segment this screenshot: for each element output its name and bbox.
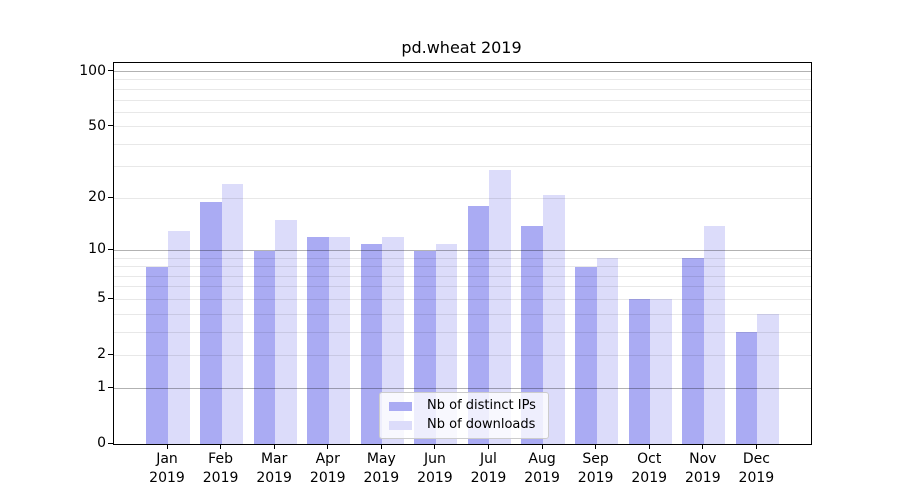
x-tick-label: Nov 2019: [684, 451, 721, 486]
y-tick-label: 2: [97, 346, 106, 363]
x-tick-label: Dec 2019: [738, 451, 775, 486]
bar-distinct-ips: [253, 250, 276, 444]
bar-distinct-ips: [575, 266, 597, 444]
x-tick-label: Jun 2019: [417, 451, 453, 486]
bar-distinct-ips: [628, 299, 651, 444]
x-tick-label: Oct 2019: [631, 451, 668, 486]
x-tick-mark: [220, 444, 222, 449]
x-tick-mark: [648, 444, 650, 449]
x-tick-label: May 2019: [363, 451, 400, 486]
gridline: [114, 88, 811, 90]
y-tick-mark: [108, 386, 113, 388]
bar-downloads: [596, 258, 619, 444]
legend-row-distinct-ips: Nb of distinct IPs: [389, 399, 536, 413]
gridline: [114, 143, 811, 145]
y-tick-mark: [108, 297, 113, 299]
y-tick-mark: [108, 353, 113, 355]
gridline: [114, 166, 811, 168]
legend-row-downloads: Nb of downloads: [389, 418, 536, 432]
gridline: [114, 197, 811, 199]
y-tick-label: 10: [88, 241, 106, 258]
y-tick-mark: [108, 442, 113, 444]
y-tick-mark: [108, 196, 113, 198]
legend: Nb of distinct IPs Nb of downloads: [379, 392, 549, 439]
bar-distinct-ips: [199, 202, 222, 444]
bar-downloads: [168, 231, 190, 444]
x-tick-mark: [755, 444, 757, 449]
bar-downloads: [650, 299, 672, 444]
x-tick-label: Sep 2019: [577, 451, 614, 486]
gridline: [114, 99, 811, 101]
x-tick-label: Aug 2019: [524, 451, 560, 486]
bar-downloads: [328, 237, 351, 444]
x-tick-mark: [434, 444, 436, 449]
bar-distinct-ips: [521, 225, 544, 444]
y-tick-mark: [108, 125, 113, 127]
x-tick-mark: [166, 444, 168, 449]
legend-label-distinct-ips: Nb of distinct IPs: [427, 398, 536, 413]
plot-area: Nb of distinct IPs Nb of downloads: [113, 62, 812, 445]
y-tick-mark: [108, 248, 113, 250]
x-tick-label: Jul 2019: [470, 451, 507, 486]
bar-downloads: [543, 194, 565, 444]
x-tick-mark: [487, 444, 489, 449]
x-tick-mark: [702, 444, 704, 449]
x-tick-mark: [541, 444, 543, 449]
bar-downloads: [489, 169, 512, 444]
x-tick-label: Jan 2019: [149, 451, 185, 486]
bar-distinct-ips: [735, 332, 758, 444]
bar-distinct-ips: [467, 206, 490, 444]
x-tick-label: Apr 2019: [309, 451, 346, 486]
bar-downloads: [757, 314, 779, 444]
bar-distinct-ips: [682, 258, 704, 444]
bar-distinct-ips: [146, 266, 168, 444]
y-tick-label: 1: [97, 379, 106, 396]
x-tick-mark: [595, 444, 597, 449]
y-tick-mark: [108, 70, 113, 72]
x-tick-mark: [327, 444, 329, 449]
y-tick-label: 20: [88, 189, 106, 206]
bar-downloads: [221, 184, 244, 444]
x-tick-label: Mar 2019: [256, 451, 292, 486]
bar-distinct-ips: [360, 243, 383, 444]
y-tick-label: 50: [88, 117, 106, 134]
legend-swatch-distinct-ips: [389, 401, 412, 411]
y-tick-label: 100: [79, 62, 106, 79]
x-tick-mark: [380, 444, 382, 449]
y-tick-label: 0: [97, 435, 106, 451]
gridline: [114, 79, 811, 81]
bar-distinct-ips: [307, 237, 329, 444]
gridline: [114, 71, 811, 73]
gridline: [114, 111, 811, 113]
legend-swatch-downloads: [389, 420, 412, 430]
gridline: [114, 126, 811, 128]
y-tick-label: 5: [97, 290, 106, 307]
x-tick-label: Feb 2019: [202, 451, 239, 486]
chart-title: pd.wheat 2019: [401, 38, 522, 57]
bar-downloads: [275, 220, 297, 444]
legend-label-downloads: Nb of downloads: [427, 417, 536, 432]
x-tick-mark: [273, 444, 275, 449]
bar-downloads: [703, 225, 726, 444]
